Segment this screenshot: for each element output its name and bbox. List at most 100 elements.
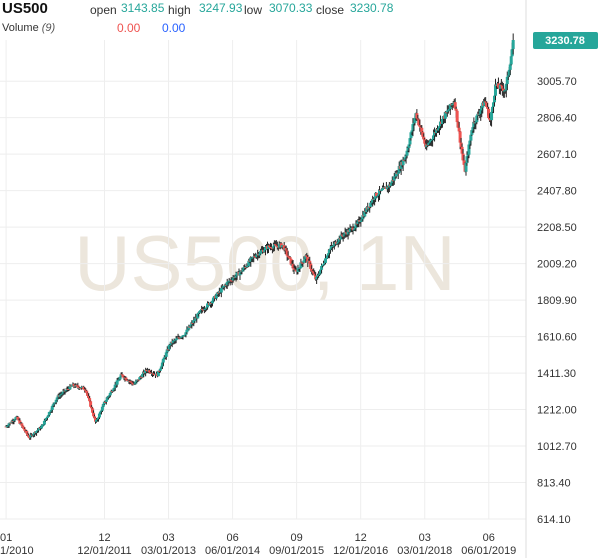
candle-body (318, 273, 322, 275)
candle-body (310, 269, 314, 271)
candle-body (249, 258, 253, 262)
candle-body (164, 352, 168, 357)
candle-body (496, 83, 500, 88)
candle-body (204, 308, 208, 310)
candle-body (340, 234, 344, 236)
candle-body (423, 139, 427, 144)
candle-body (315, 277, 319, 280)
candle-body (7, 423, 11, 426)
candle-body (418, 125, 422, 127)
candle-body (409, 132, 413, 139)
candle-body (272, 244, 276, 247)
x-tick-date: 06/01/2014 (205, 545, 260, 557)
candle-body (412, 122, 416, 125)
candle-body (39, 426, 43, 429)
candle-body (23, 429, 27, 431)
candle-body (370, 202, 374, 204)
candle-body (194, 317, 198, 321)
candle-body (451, 103, 455, 105)
candle-body (149, 372, 153, 374)
candle-body (216, 292, 220, 294)
high-label: high (168, 3, 191, 17)
candle-body (413, 118, 417, 123)
candle-body (411, 124, 415, 131)
candle-body (128, 380, 132, 382)
candle-body (508, 64, 512, 70)
candle-body (219, 287, 223, 293)
x-tick-major: 12 (98, 532, 110, 544)
candle-body (64, 390, 68, 392)
candle-body (352, 229, 356, 231)
candle-body (171, 340, 175, 344)
candle-body (12, 420, 16, 422)
candle-body (466, 154, 470, 157)
candle-body (326, 253, 330, 256)
candle-body (163, 356, 167, 358)
low-value: 3070.33 (269, 1, 313, 15)
candle-body (286, 255, 290, 257)
candle-body (455, 110, 459, 123)
candle-body (67, 389, 71, 391)
candle-body (95, 419, 99, 422)
candle-body (308, 260, 312, 264)
candle-body (174, 338, 178, 341)
candle-body (108, 393, 112, 396)
candle-body (148, 370, 152, 373)
candle-body (16, 416, 20, 420)
candle-body (461, 153, 465, 161)
candle-body (161, 358, 165, 363)
candle-body (361, 215, 365, 220)
candle-body (119, 374, 123, 377)
x-tick-major: 12 (355, 532, 367, 544)
candle-body (47, 412, 51, 416)
candle-body (375, 192, 379, 197)
candle-body (247, 260, 251, 266)
candle-body (359, 220, 363, 223)
candle-body (197, 312, 201, 314)
candle-body (403, 157, 407, 160)
candle-body (51, 404, 55, 407)
candle-body (363, 211, 367, 217)
y-tick-label: 3005.70 (537, 76, 577, 88)
candle-body (72, 383, 76, 386)
candle-body (405, 150, 409, 156)
candle-body (474, 122, 478, 124)
candle-body (58, 394, 62, 397)
candle-body (79, 387, 83, 389)
x-axis: 0101/01/20101212/01/20110303/01/20130606… (0, 532, 516, 557)
candle-body (342, 234, 346, 237)
x-tick-date: 03/01/2018 (397, 545, 452, 557)
y-tick-label: 2208.50 (537, 222, 577, 234)
candle-body (230, 280, 234, 282)
candle-body (18, 420, 22, 424)
candle-body (189, 324, 193, 327)
candle-body (54, 399, 58, 403)
close-label: close (316, 3, 345, 17)
candle-body (196, 313, 200, 319)
candle-body (169, 341, 173, 345)
candle-body (61, 391, 65, 394)
candle-body (289, 258, 293, 265)
candle-body (113, 384, 117, 389)
candle-body (32, 434, 36, 436)
candle-body (460, 146, 464, 154)
candle-body (103, 401, 107, 403)
volume-label: Volume (9) (2, 22, 56, 34)
candle-body (467, 144, 471, 155)
candle-body (206, 303, 210, 308)
candle-body (335, 243, 339, 245)
candle-body (27, 435, 31, 438)
candle-body (118, 376, 122, 380)
candle-body (244, 267, 248, 269)
candle-body (453, 102, 457, 109)
candle-body (348, 228, 352, 232)
candle-body (199, 310, 203, 312)
candle-body (416, 118, 420, 120)
candle-body (100, 406, 104, 411)
candle-body (235, 272, 239, 276)
candle-body (140, 376, 144, 378)
candle-body (492, 102, 496, 107)
candle-body (401, 159, 405, 166)
candle-body (324, 258, 328, 260)
